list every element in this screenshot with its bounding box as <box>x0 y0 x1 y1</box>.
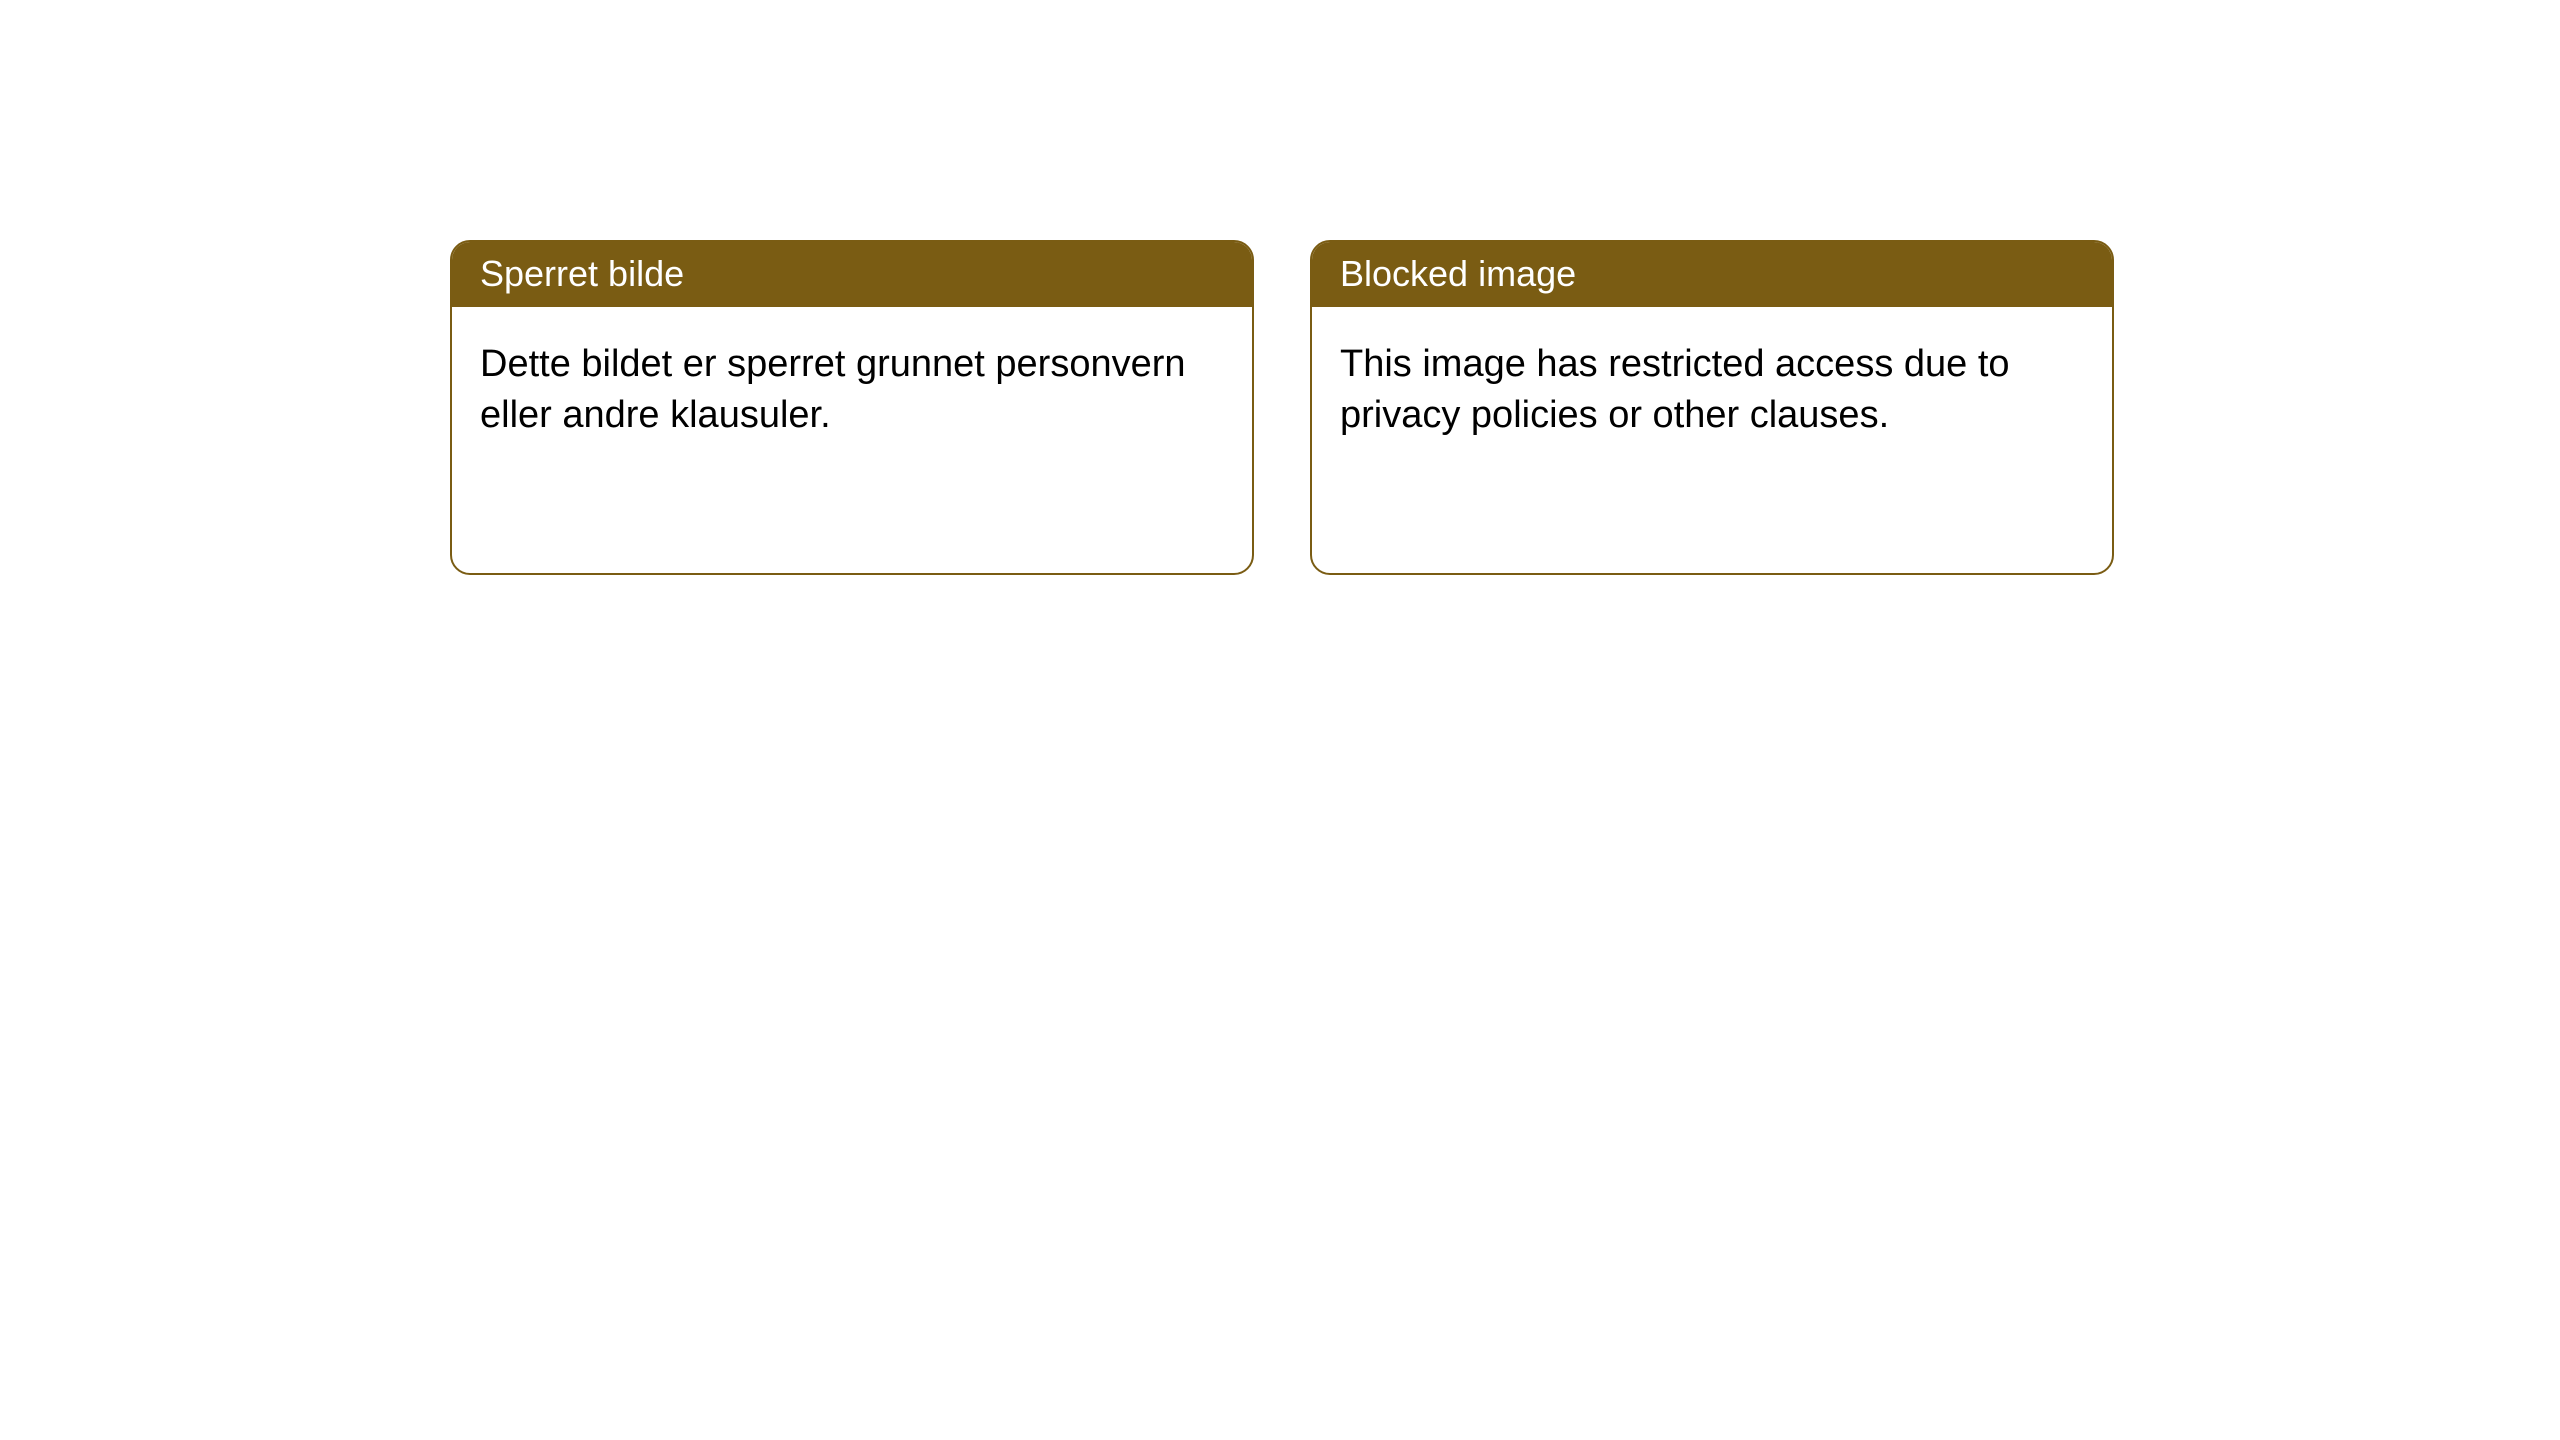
notice-title: Blocked image <box>1340 253 1576 294</box>
notice-card-norwegian: Sperret bilde Dette bildet er sperret gr… <box>450 240 1254 575</box>
notice-header: Sperret bilde <box>452 242 1252 307</box>
notice-message: Dette bildet er sperret grunnet personve… <box>480 343 1186 436</box>
notice-container: Sperret bilde Dette bildet er sperret gr… <box>0 0 2560 575</box>
notice-message: This image has restricted access due to … <box>1340 343 2010 436</box>
notice-card-english: Blocked image This image has restricted … <box>1310 240 2114 575</box>
notice-body: Dette bildet er sperret grunnet personve… <box>452 307 1252 474</box>
notice-title: Sperret bilde <box>480 253 684 294</box>
notice-body: This image has restricted access due to … <box>1312 307 2112 474</box>
notice-header: Blocked image <box>1312 242 2112 307</box>
